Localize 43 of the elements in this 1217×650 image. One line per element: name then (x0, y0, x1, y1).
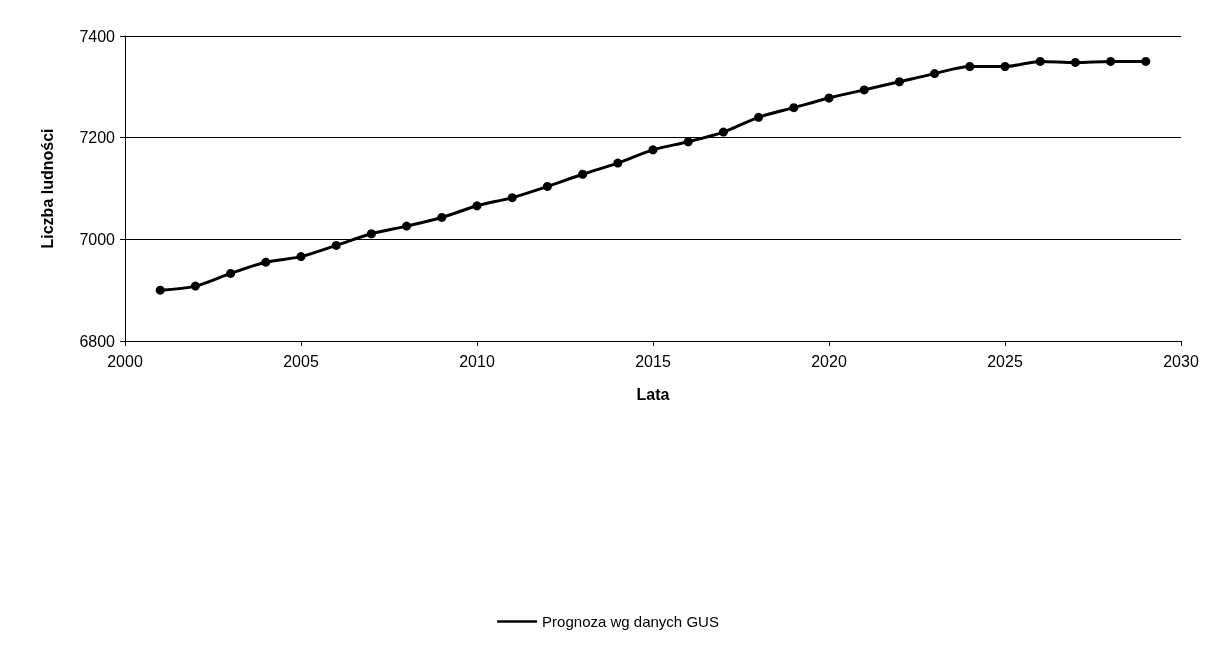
point (366, 229, 376, 239)
point (894, 77, 904, 87)
point (402, 221, 412, 231)
point (683, 137, 693, 147)
point (789, 103, 799, 113)
point (859, 85, 869, 95)
point (155, 285, 165, 295)
point (472, 201, 482, 211)
y-tick-label: 6800 (79, 332, 116, 350)
point (437, 212, 447, 222)
point (190, 281, 200, 291)
point (1000, 62, 1010, 71)
x-tick-label: 2020 (811, 352, 847, 370)
y-tick-label: 7000 (79, 230, 116, 248)
point (578, 169, 588, 179)
y-axis-title: Liczba ludności (38, 128, 56, 249)
point (718, 127, 728, 137)
x-tick-label: 2005 (283, 352, 319, 370)
point (965, 62, 975, 71)
x-tick-label: 2025 (987, 352, 1023, 370)
x-tick-label: 2015 (635, 352, 671, 370)
x-tick-label: 2010 (459, 352, 495, 370)
point (261, 257, 271, 267)
point (1141, 56, 1151, 66)
point (1035, 56, 1045, 66)
point (296, 252, 306, 262)
point (1070, 57, 1080, 67)
point (754, 112, 764, 122)
point (507, 193, 517, 203)
legend-label: Prognoza wg danych GUS (542, 613, 719, 630)
point (331, 240, 341, 250)
x-axis-title: Lata (636, 385, 670, 403)
point (1106, 56, 1116, 66)
x-tick-label: 2030 (1163, 352, 1199, 370)
y-tick-label: 7200 (79, 129, 116, 147)
point (824, 93, 834, 103)
y-tick-label: 7400 (79, 27, 116, 45)
point (226, 268, 236, 278)
point (542, 181, 552, 191)
point (648, 145, 658, 155)
point (930, 69, 940, 79)
x-tick-label: 2000 (107, 352, 143, 370)
point (613, 158, 623, 168)
